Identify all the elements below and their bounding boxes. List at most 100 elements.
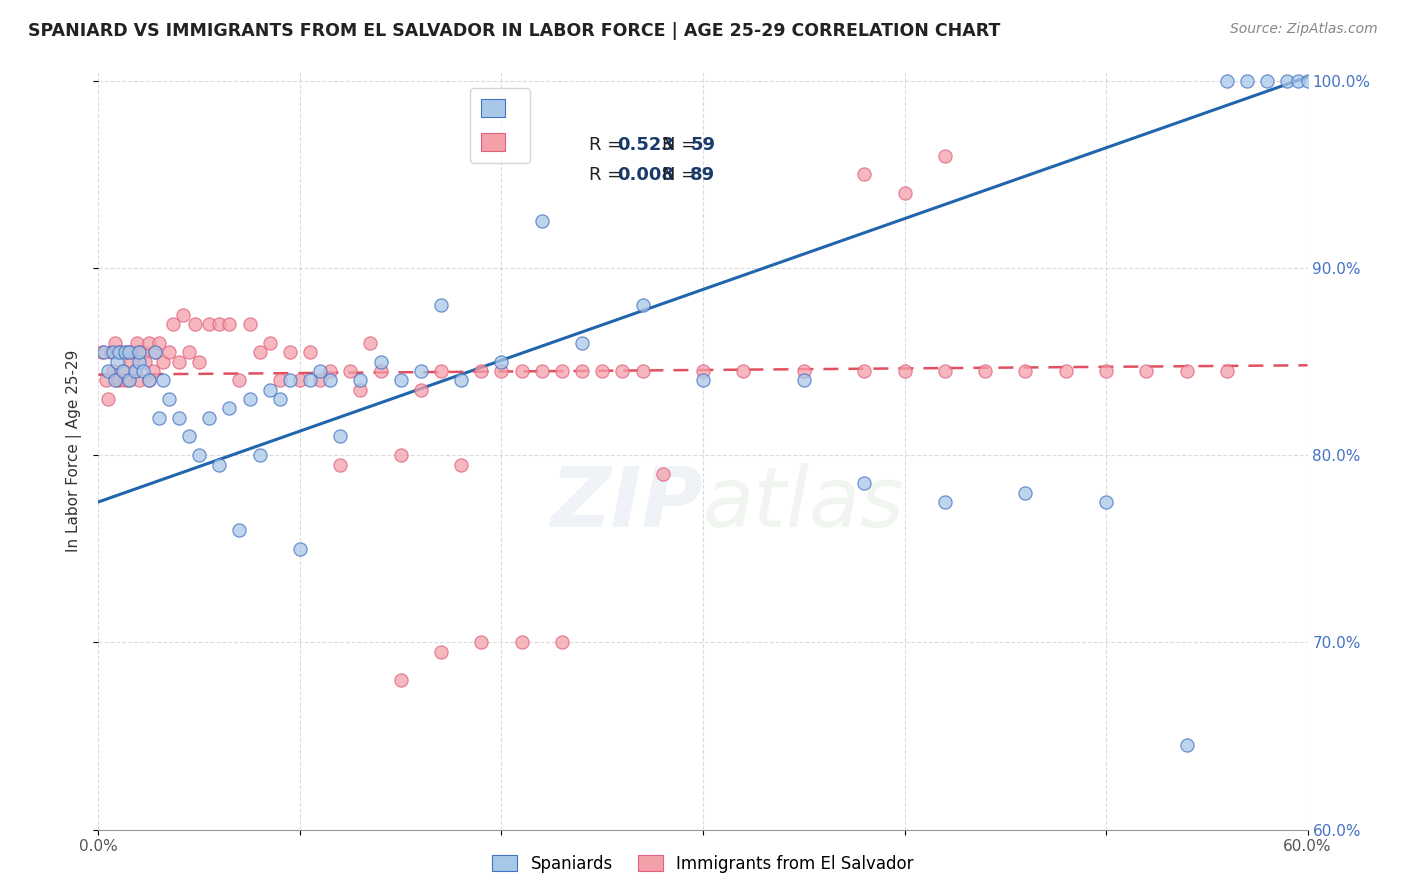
Point: [530, 364, 553, 378]
Point: [134, 354, 156, 368]
Point: [118, 345, 141, 359]
Text: Source: ZipAtlas.com: Source: ZipAtlas.com: [1230, 22, 1378, 37]
Point: [218, 317, 240, 331]
Text: R =: R =: [589, 136, 628, 154]
Point: [309, 373, 332, 387]
Point: [893, 364, 915, 378]
Text: N =: N =: [662, 167, 702, 185]
Point: [1095, 364, 1118, 378]
Point: [157, 392, 180, 406]
Point: [143, 345, 166, 359]
Point: [118, 373, 141, 387]
Point: [148, 410, 170, 425]
Point: [239, 317, 262, 331]
Point: [409, 383, 432, 397]
Point: [491, 364, 513, 378]
Point: [167, 410, 190, 425]
Point: [128, 354, 150, 368]
Point: [110, 345, 132, 359]
Y-axis label: In Labor Force | Age 25-29: In Labor Force | Age 25-29: [66, 350, 83, 551]
Point: [370, 354, 392, 368]
Point: [111, 364, 134, 378]
Point: [249, 448, 271, 462]
Point: [152, 373, 174, 387]
Point: [1216, 73, 1239, 87]
Point: [1216, 364, 1239, 378]
Point: [111, 364, 134, 378]
Point: [470, 635, 492, 649]
Text: 89: 89: [690, 167, 716, 185]
Point: [101, 345, 124, 359]
Text: SPANIARD VS IMMIGRANTS FROM EL SALVADOR IN LABOR FORCE | AGE 25-29 CORRELATION C: SPANIARD VS IMMIGRANTS FROM EL SALVADOR …: [28, 22, 1001, 40]
Point: [551, 635, 574, 649]
Point: [430, 645, 453, 659]
Text: N =: N =: [662, 136, 702, 154]
Text: 0.523: 0.523: [617, 136, 673, 154]
Point: [349, 383, 371, 397]
Point: [138, 373, 160, 387]
Point: [124, 364, 146, 378]
Point: [105, 354, 128, 368]
Point: [239, 392, 262, 406]
Point: [105, 373, 128, 387]
Point: [974, 364, 997, 378]
Point: [631, 298, 654, 312]
Point: [107, 373, 129, 387]
Point: [132, 345, 155, 359]
Point: [288, 373, 311, 387]
Point: [551, 364, 574, 378]
Point: [228, 373, 250, 387]
Point: [100, 345, 122, 359]
Point: [218, 401, 240, 416]
Point: [692, 373, 714, 387]
Point: [179, 429, 201, 443]
Point: [132, 364, 155, 378]
Point: [96, 373, 118, 387]
Point: [115, 345, 138, 359]
Point: [299, 373, 322, 387]
Point: [188, 354, 211, 368]
Text: 59: 59: [690, 136, 716, 154]
Point: [120, 354, 142, 368]
Point: [893, 186, 915, 200]
Point: [510, 364, 533, 378]
Point: [208, 458, 231, 472]
Text: 0.008: 0.008: [617, 167, 673, 185]
Point: [853, 476, 876, 491]
Point: [1256, 73, 1278, 87]
Point: [128, 345, 150, 359]
Point: [1014, 364, 1036, 378]
Point: [510, 635, 533, 649]
Point: [1236, 73, 1258, 87]
Legend: Spaniards, Immigrants from El Salvador: Spaniards, Immigrants from El Salvador: [485, 848, 921, 880]
Point: [118, 345, 141, 359]
Point: [118, 373, 141, 387]
Point: [329, 458, 352, 472]
Point: [853, 364, 876, 378]
Legend: , : ,: [470, 88, 530, 162]
Point: [389, 448, 412, 462]
Point: [278, 373, 301, 387]
Point: [162, 317, 184, 331]
Text: atlas: atlas: [703, 463, 904, 544]
Point: [288, 541, 311, 556]
Point: [152, 354, 174, 368]
Point: [571, 364, 593, 378]
Point: [148, 335, 170, 350]
Point: [124, 364, 146, 378]
Point: [591, 364, 613, 378]
Point: [138, 373, 160, 387]
Point: [142, 364, 165, 378]
Point: [179, 345, 201, 359]
Point: [228, 523, 250, 537]
Point: [103, 335, 125, 350]
Point: [259, 383, 281, 397]
Point: [309, 364, 332, 378]
Point: [319, 373, 342, 387]
Point: [97, 364, 120, 378]
Point: [389, 373, 412, 387]
Point: [409, 364, 432, 378]
Point: [631, 364, 654, 378]
Point: [1175, 364, 1198, 378]
Point: [198, 317, 221, 331]
